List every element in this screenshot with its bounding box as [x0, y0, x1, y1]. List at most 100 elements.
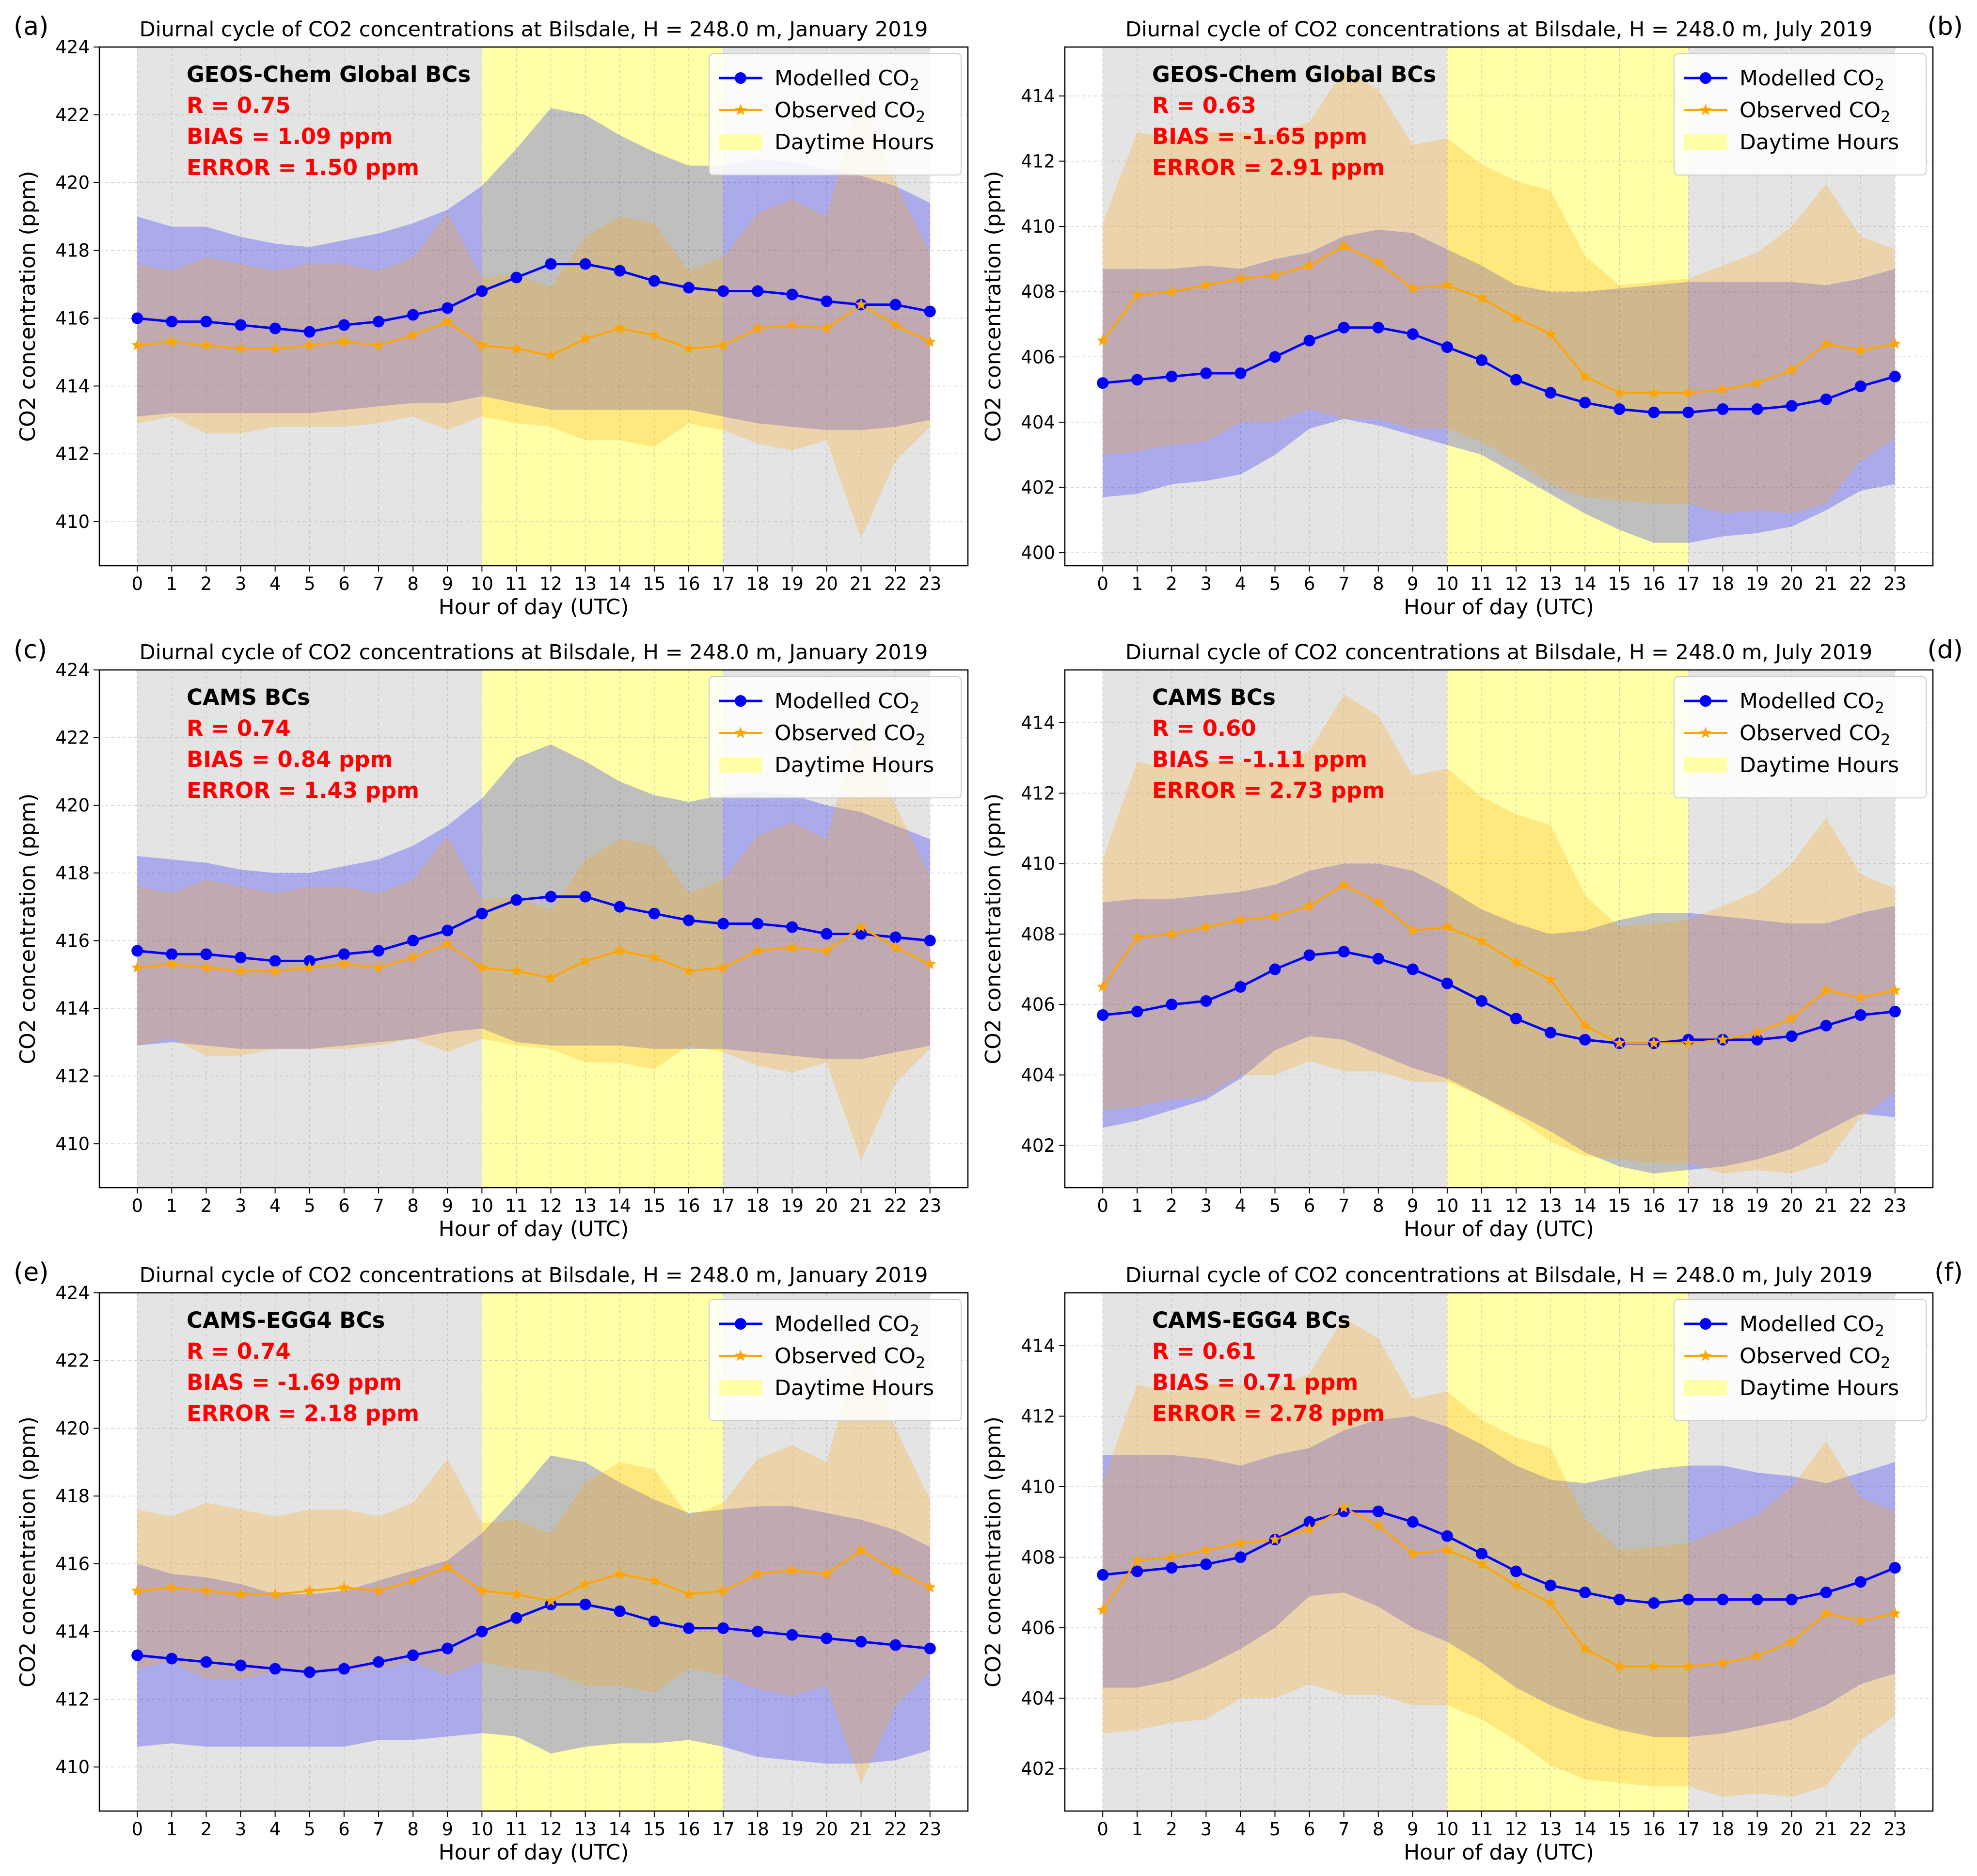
observed-point [1510, 311, 1522, 323]
plot-area [99, 47, 968, 566]
modelled-point [752, 285, 764, 297]
legend-box [709, 1299, 962, 1421]
observed-point [1269, 1533, 1281, 1545]
modelled-point [1889, 1005, 1901, 1017]
run-name: CAMS-EGG4 BCs [1152, 1307, 1350, 1333]
modelled-point [510, 1612, 522, 1624]
observed-point [200, 961, 212, 973]
modelled-point [303, 1666, 316, 1678]
plot-area [99, 670, 968, 1188]
legend-model-label: Modelled CO2 [1740, 689, 1884, 717]
observed-point [1854, 344, 1867, 356]
y-tick-label: 402 [1021, 1759, 1055, 1780]
legend-model-label-main: Modelled CO [1740, 689, 1875, 714]
modelled-point [648, 907, 660, 920]
modelled-point [510, 894, 522, 906]
x-axis-label: Hour of day (UTC) [439, 1217, 629, 1241]
panel-f: 0 1 2 3 4 5 6 7 8 9 10 11 12 13 14 15 16 17 18 19 20 21 22 2340… [981, 1258, 1963, 1865]
modelled-point [855, 1636, 867, 1648]
daytime-band [482, 1293, 724, 1811]
x-tick-label: 22 [884, 1819, 907, 1840]
modelled-point [1303, 1516, 1315, 1528]
plot-frame [1064, 669, 1934, 1189]
modelled-point [579, 890, 591, 903]
modelled-point [1338, 321, 1350, 334]
y-tick-label: 414 [55, 376, 90, 397]
observed-point [682, 1588, 695, 1600]
x-tick-label: 22 [1849, 1819, 1872, 1840]
x-tick-label: 7 [1338, 1195, 1350, 1216]
observed-point [1820, 1607, 1832, 1619]
observed-point [338, 335, 350, 347]
observed-point [131, 961, 143, 973]
observed-point [1648, 1037, 1660, 1049]
x-tick-label: 9 [442, 1195, 453, 1216]
observed-point [1131, 931, 1143, 943]
modelled-point [889, 931, 902, 943]
modelled-point [1166, 370, 1178, 382]
x-tick-label: 21 [1815, 1819, 1837, 1840]
legend-model-label-subscript: 2 [910, 699, 919, 717]
modelled-point [579, 258, 591, 270]
modelled-point [476, 285, 488, 297]
modelled-point [786, 921, 798, 933]
observed-point [1338, 1501, 1350, 1513]
observed-point [1200, 1543, 1212, 1556]
modelled-point [1545, 1579, 1557, 1591]
x-tick-label: 2 [1166, 1819, 1178, 1840]
modelled-point [683, 282, 695, 294]
observed-point [1648, 1660, 1660, 1672]
run-name: GEOS-Chem Global BCs [187, 62, 471, 87]
x-tick-label: 22 [1849, 573, 1872, 594]
x-tick-label: 15 [643, 1819, 665, 1840]
observed-point [372, 961, 385, 973]
observed-point [1303, 259, 1315, 271]
observed-point [579, 332, 591, 344]
y-tick-label: 404 [1021, 1065, 1055, 1086]
observed-point [1889, 1607, 1901, 1619]
y-tick-label: 414 [1021, 713, 1055, 733]
legend-observed-label: Observed CO2 [775, 721, 925, 749]
observed-co2-line [137, 926, 931, 979]
observed-point [476, 961, 488, 973]
observed-point [303, 339, 316, 350]
legend-observed-marker [1699, 727, 1712, 738]
x-tick-label: 15 [643, 1195, 665, 1216]
x-tick-label: 15 [1608, 1819, 1631, 1840]
x-tick-label: 16 [1643, 1819, 1665, 1840]
plot-area [99, 1293, 968, 1811]
modelled-point [1407, 1516, 1419, 1528]
modelled-point [373, 1656, 384, 1668]
observed-point [1751, 377, 1763, 388]
modelled-range-band [1103, 863, 1895, 1174]
modelled-point [1097, 1009, 1109, 1021]
modelled-point [1166, 1562, 1178, 1574]
modelled-point [648, 275, 660, 287]
observed-range-band [1103, 70, 1895, 514]
legend-box [1674, 53, 1927, 175]
y-tick-label: 422 [55, 728, 90, 748]
observed-point [1751, 1650, 1763, 1661]
modelled-point [1303, 334, 1315, 347]
panel-b: 0 1 2 3 4 5 6 7 8 9 10 11 12 13 14 15 16 17 18 19 20 21 22 2340… [981, 12, 1963, 620]
x-tick-label: 0 [1097, 573, 1108, 594]
y-tick-label: 410 [55, 511, 90, 532]
x-tick-label: 16 [677, 1195, 700, 1216]
modelled-point [269, 322, 281, 334]
observed-co2-line [137, 303, 931, 357]
modelled-point [1407, 963, 1419, 975]
x-tick-label: 13 [574, 1195, 597, 1216]
x-axis-label: Hour of day (UTC) [1404, 595, 1594, 620]
observed-point [821, 322, 833, 334]
modelled-point [200, 948, 212, 960]
observed-point [303, 961, 316, 973]
observed-point [1269, 910, 1281, 922]
observed-point [372, 339, 385, 350]
modelled-point [200, 316, 212, 328]
modelled-point [442, 1642, 454, 1654]
observed-point [1166, 927, 1178, 939]
x-axis-label: Hour of day (UTC) [439, 595, 629, 620]
x-tick-label: 2 [1166, 1195, 1178, 1216]
panel-label: (f) [1934, 1258, 1963, 1287]
